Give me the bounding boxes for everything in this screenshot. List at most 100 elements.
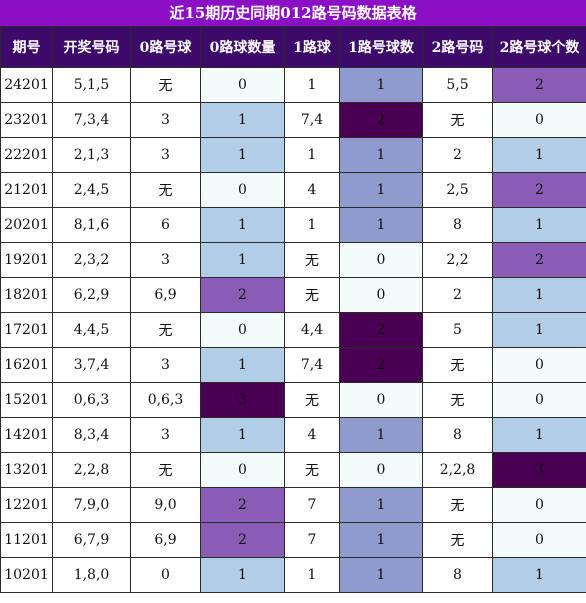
road2-balls-cell: 5 <box>422 312 493 348</box>
table-row: 15201 0,6,3 0,6,3 3 无 0 无 0 <box>0 382 586 418</box>
road1-count-cell: 1 <box>339 172 423 208</box>
period-cell: 24201 <box>0 67 53 103</box>
period-cell: 14201 <box>0 417 53 453</box>
header-road1-balls: 1路球 <box>284 26 340 68</box>
road0-count-cell: 2 <box>200 277 285 313</box>
draw-numbers-cell: 7,9,0 <box>52 487 131 523</box>
road1-count-cell: 0 <box>339 242 423 278</box>
table-row: 19201 2,3,2 3 1 无 0 2,2 2 <box>0 242 586 278</box>
header-road2-balls: 2路号码 <box>422 26 493 68</box>
road2-count-cell: 0 <box>492 487 586 523</box>
draw-numbers-cell: 8,1,6 <box>52 207 131 243</box>
road1-count-cell: 1 <box>339 487 423 523</box>
table-row: 23201 7,3,4 3 1 7,4 2 无 0 <box>0 102 586 138</box>
road1-count-cell: 2 <box>339 347 423 383</box>
road1-balls-cell: 无 <box>284 382 340 418</box>
header-road1-count: 1路号球数 <box>339 26 423 68</box>
road2-balls-cell: 2 <box>422 277 493 313</box>
road0-balls-cell: 无 <box>130 452 201 488</box>
road1-balls-cell: 7,4 <box>284 102 340 138</box>
road2-count-cell: 0 <box>492 347 586 383</box>
road1-count-cell: 1 <box>339 207 423 243</box>
road2-count-cell: 2 <box>492 67 586 103</box>
road1-count-cell: 0 <box>339 382 423 418</box>
draw-numbers-cell: 2,2,8 <box>52 452 131 488</box>
road0-balls-cell: 0 <box>130 557 201 593</box>
road1-balls-cell: 1 <box>284 557 340 593</box>
road0-count-cell: 0 <box>200 67 285 103</box>
road2-balls-cell: 2,2 <box>422 242 493 278</box>
period-cell: 21201 <box>0 172 53 208</box>
road1-count-cell: 1 <box>339 522 423 558</box>
draw-numbers-cell: 3,7,4 <box>52 347 131 383</box>
period-cell: 22201 <box>0 137 53 173</box>
table-row: 10201 1,8,0 0 1 1 1 8 1 <box>0 557 586 593</box>
road2-count-cell: 1 <box>492 557 586 593</box>
table-row: 11201 6,7,9 6,9 2 7 1 无 0 <box>0 522 586 558</box>
draw-numbers-cell: 2,1,3 <box>52 137 131 173</box>
period-cell: 23201 <box>0 102 53 138</box>
road1-balls-cell: 1 <box>284 67 340 103</box>
draw-numbers-cell: 6,7,9 <box>52 522 131 558</box>
road0-balls-cell: 3 <box>130 242 201 278</box>
road1-balls-cell: 1 <box>284 137 340 173</box>
road0-count-cell: 2 <box>200 522 285 558</box>
road0-count-cell: 0 <box>200 172 285 208</box>
period-cell: 10201 <box>0 557 53 593</box>
road2-balls-cell: 8 <box>422 417 493 453</box>
table-row: 12201 7,9,0 9,0 2 7 1 无 0 <box>0 487 586 523</box>
draw-numbers-cell: 8,3,4 <box>52 417 131 453</box>
road2-balls-cell: 2,2,8 <box>422 452 493 488</box>
road0-balls-cell: 3 <box>130 102 201 138</box>
table-row: 18201 6,2,9 6,9 2 无 0 2 1 <box>0 277 586 313</box>
draw-numbers-cell: 6,2,9 <box>52 277 131 313</box>
period-cell: 19201 <box>0 242 53 278</box>
table-title: 近15期历史同期012路号码数据表格 <box>0 0 586 26</box>
draw-numbers-cell: 2,3,2 <box>52 242 131 278</box>
header-row: 期号 开奖号码 0路号球 0路球数量 1路球 1路号球数 2路号码 2路号球个数 <box>0 26 586 68</box>
draw-numbers-cell: 5,1,5 <box>52 67 131 103</box>
road2-balls-cell: 无 <box>422 102 493 138</box>
road0-count-cell: 1 <box>200 242 285 278</box>
road0-balls-cell: 3 <box>130 137 201 173</box>
road2-count-cell: 1 <box>492 207 586 243</box>
road0-balls-cell: 6 <box>130 207 201 243</box>
road2-balls-cell: 8 <box>422 207 493 243</box>
road2-count-cell: 2 <box>492 242 586 278</box>
header-road2-count: 2路号球个数 <box>492 26 586 68</box>
road2-count-cell: 3 <box>492 452 586 488</box>
period-cell: 15201 <box>0 382 53 418</box>
road0-count-cell: 0 <box>200 452 285 488</box>
draw-numbers-cell: 2,4,5 <box>52 172 131 208</box>
draw-numbers-cell: 0,6,3 <box>52 382 131 418</box>
header-period: 期号 <box>0 26 53 68</box>
road2-count-cell: 0 <box>492 382 586 418</box>
road2-count-cell: 1 <box>492 137 586 173</box>
table-row: 24201 5,1,5 无 0 1 1 5,5 2 <box>0 67 586 103</box>
table-row: 20201 8,1,6 6 1 1 1 8 1 <box>0 207 586 243</box>
road0-count-cell: 1 <box>200 102 285 138</box>
road1-balls-cell: 1 <box>284 207 340 243</box>
road0-balls-cell: 9,0 <box>130 487 201 523</box>
road1-balls-cell: 4,4 <box>284 312 340 348</box>
road2-balls-cell: 8 <box>422 557 493 593</box>
road2-count-cell: 0 <box>492 102 586 138</box>
road2-count-cell: 0 <box>492 522 586 558</box>
road1-count-cell: 2 <box>339 102 423 138</box>
road2-balls-cell: 无 <box>422 382 493 418</box>
road1-count-cell: 2 <box>339 312 423 348</box>
period-cell: 11201 <box>0 522 53 558</box>
road2-balls-cell: 无 <box>422 347 493 383</box>
road1-count-cell: 0 <box>339 277 423 313</box>
period-cell: 18201 <box>0 277 53 313</box>
table-row: 16201 3,7,4 3 1 7,4 2 无 0 <box>0 347 586 383</box>
road0-count-cell: 0 <box>200 312 285 348</box>
table-row: 17201 4,4,5 无 0 4,4 2 5 1 <box>0 312 586 348</box>
road1-count-cell: 1 <box>339 137 423 173</box>
road1-balls-cell: 无 <box>284 452 340 488</box>
road0-count-cell: 1 <box>200 557 285 593</box>
table-row: 13201 2,2,8 无 0 无 0 2,2,8 3 <box>0 452 586 488</box>
road2-count-cell: 1 <box>492 312 586 348</box>
header-road0-balls: 0路号球 <box>130 26 201 68</box>
road0-balls-cell: 3 <box>130 417 201 453</box>
